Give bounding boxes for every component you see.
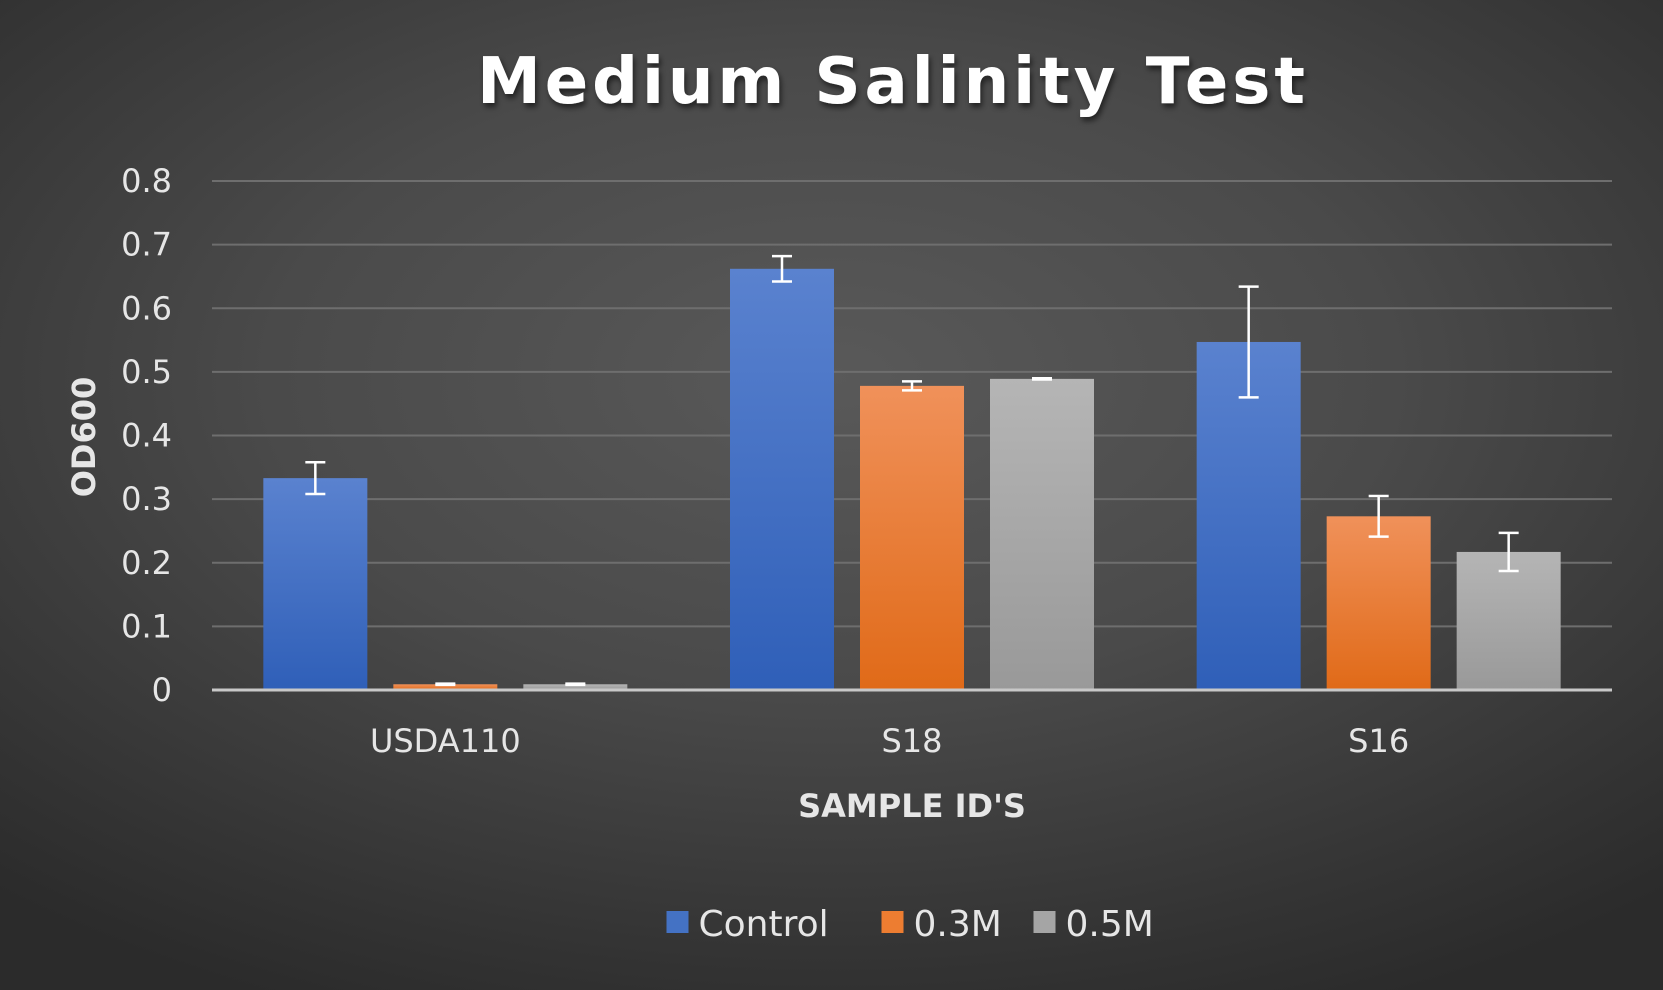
bar-0.3m-s18 — [860, 385, 964, 690]
bar-0.3m-usda110 — [393, 684, 498, 690]
y-tick-label: 0.4 — [121, 417, 172, 455]
y-tick-label: 0.7 — [121, 226, 172, 264]
error-bar — [902, 380, 922, 392]
error-bar — [565, 682, 586, 687]
bar-0.5m-usda110 — [523, 684, 628, 690]
y-tick-label: 0.6 — [121, 289, 172, 327]
legend-label: 0.3M — [914, 904, 1002, 945]
error-bar — [305, 460, 326, 496]
x-category-label: S18 — [881, 722, 942, 760]
error-bar — [1368, 494, 1389, 538]
legend-item-0.3m: 0.3M — [881, 904, 1002, 945]
y-tick-label: 0.1 — [121, 607, 172, 645]
legend-swatch — [666, 911, 689, 933]
y-tick-label: 0.5 — [121, 353, 172, 391]
chart-title: Medium Salinity Test — [477, 45, 1309, 119]
error-bar — [1032, 376, 1052, 381]
y-tick-label: 0.8 — [121, 162, 172, 200]
error-bar — [1238, 285, 1259, 399]
error-bars — [305, 254, 1519, 687]
error-bar — [772, 254, 792, 283]
legend-item-control: Control — [666, 904, 829, 945]
bar-0.5m-s18 — [990, 378, 1094, 690]
x-category-label: USDA110 — [370, 722, 521, 760]
x-axis-title: SAMPLE ID'S — [798, 787, 1026, 825]
legend-swatch — [1033, 911, 1056, 933]
y-tick-label: 0 — [152, 671, 172, 709]
legend-item-0.5m: 0.5M — [1033, 904, 1154, 945]
bar-control-usda110 — [263, 478, 368, 690]
y-axis-title: OD600 — [65, 377, 103, 498]
error-bar — [435, 682, 456, 687]
legend-swatch — [881, 911, 904, 933]
y-tick-label: 0.3 — [121, 480, 172, 518]
y-tick-label: 0.2 — [121, 544, 172, 582]
legend-label: Control — [699, 904, 829, 945]
x-axis-category-labels: USDA110 S18 S16 — [370, 722, 1409, 760]
bars — [263, 268, 1561, 690]
x-category-label: S16 — [1348, 722, 1409, 760]
bar-0.3m-s16 — [1326, 516, 1431, 690]
bar-control-s18 — [730, 268, 834, 690]
bar-0.5m-s16 — [1456, 551, 1561, 690]
bar-control-s16 — [1196, 341, 1301, 690]
legend-label: 0.5M — [1066, 904, 1154, 945]
y-axis-ticks: 0 0.1 0.2 0.3 0.4 0.5 0.6 0.7 0.8 — [121, 162, 172, 709]
error-bar — [1498, 531, 1519, 573]
legend: Control 0.3M 0.5M — [666, 904, 1154, 945]
